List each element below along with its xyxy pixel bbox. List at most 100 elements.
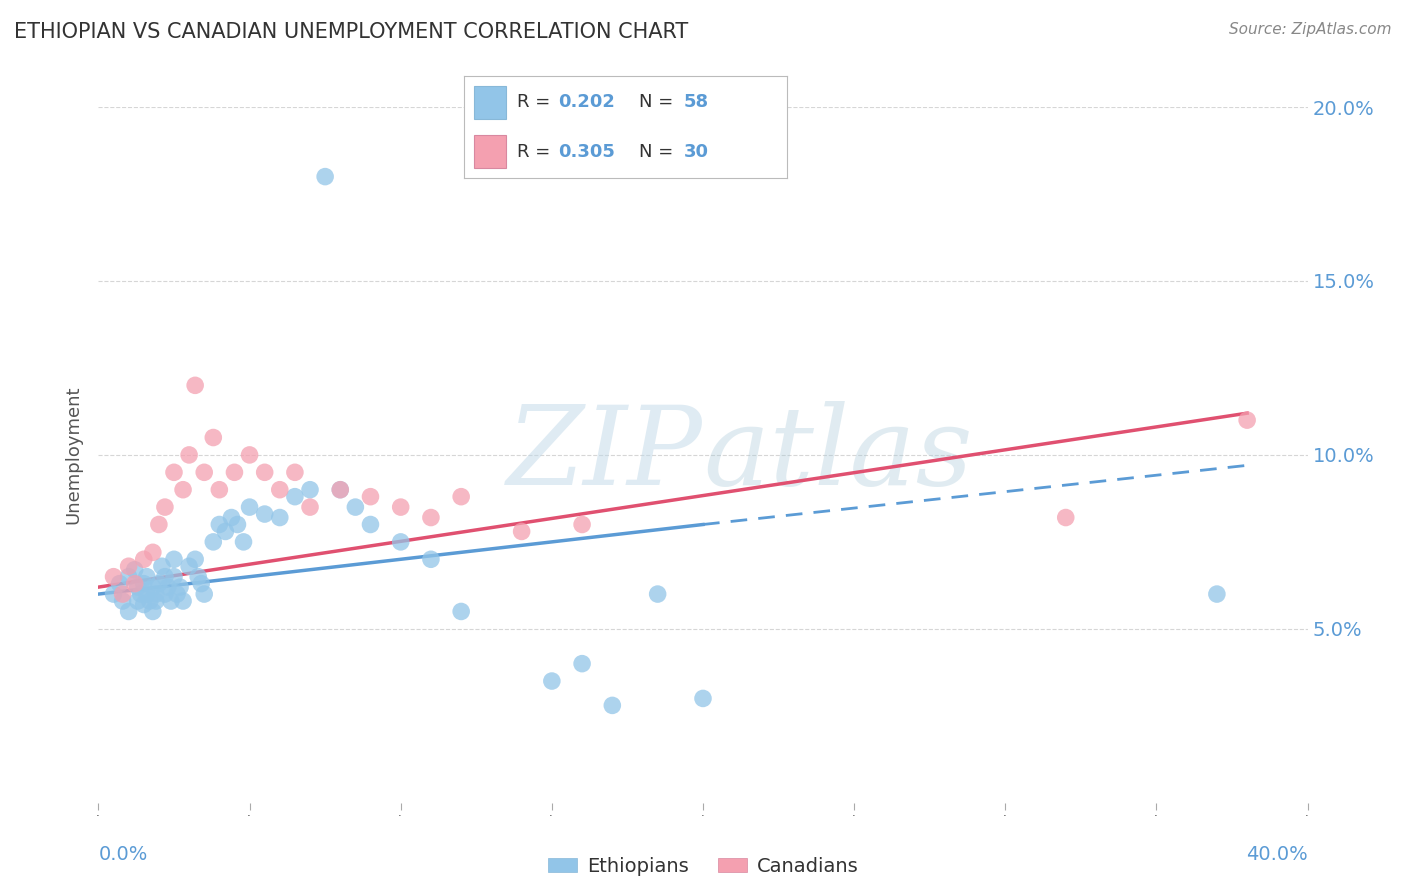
Text: R =: R =	[517, 143, 557, 161]
Text: ETHIOPIAN VS CANADIAN UNEMPLOYMENT CORRELATION CHART: ETHIOPIAN VS CANADIAN UNEMPLOYMENT CORRE…	[14, 22, 689, 42]
Point	[148, 576, 170, 591]
Point	[420, 552, 443, 566]
Point	[163, 552, 186, 566]
Point	[179, 559, 201, 574]
Point	[1206, 587, 1229, 601]
Point	[163, 466, 186, 480]
Point	[184, 552, 207, 566]
Text: 0.0%: 0.0%	[98, 845, 148, 863]
Point	[156, 580, 179, 594]
Point	[118, 559, 141, 574]
Point	[118, 570, 141, 584]
Point	[169, 580, 191, 594]
Point	[103, 570, 125, 584]
Point	[692, 691, 714, 706]
Point	[124, 563, 146, 577]
Point	[450, 490, 472, 504]
Text: N =: N =	[638, 143, 679, 161]
Point	[111, 594, 134, 608]
Text: R =: R =	[517, 94, 557, 112]
Text: 0.305: 0.305	[558, 143, 614, 161]
Point	[127, 594, 149, 608]
Point	[510, 524, 533, 539]
Point	[253, 507, 276, 521]
Point	[118, 605, 141, 619]
Point	[540, 674, 562, 689]
Point	[1236, 413, 1258, 427]
Point	[314, 169, 336, 184]
Point	[269, 483, 291, 497]
Point	[602, 698, 624, 713]
Point	[153, 500, 176, 514]
Point	[284, 466, 307, 480]
Point	[1054, 510, 1077, 524]
Point	[253, 466, 276, 480]
Point	[179, 448, 201, 462]
Point	[184, 378, 207, 392]
Point	[389, 534, 412, 549]
Text: atlas: atlas	[703, 401, 973, 508]
Point	[299, 500, 322, 514]
Text: Source: ZipAtlas.com: Source: ZipAtlas.com	[1229, 22, 1392, 37]
Point	[239, 448, 262, 462]
Point	[153, 587, 176, 601]
Text: 30: 30	[683, 143, 709, 161]
Point	[214, 524, 236, 539]
Point	[132, 576, 155, 591]
Point	[299, 483, 322, 497]
Point	[420, 510, 443, 524]
Point	[344, 500, 367, 514]
Point	[139, 594, 162, 608]
Point	[172, 594, 194, 608]
Point	[135, 570, 157, 584]
Point	[224, 466, 246, 480]
Point	[571, 657, 593, 671]
Point	[226, 517, 249, 532]
Point	[166, 587, 188, 601]
Point	[360, 517, 382, 532]
Point	[135, 587, 157, 601]
Point	[329, 483, 352, 497]
Point	[190, 576, 212, 591]
Point	[150, 559, 173, 574]
Point	[142, 605, 165, 619]
FancyBboxPatch shape	[474, 136, 506, 168]
Point	[329, 483, 352, 497]
Point	[132, 552, 155, 566]
Point	[163, 570, 186, 584]
Point	[389, 500, 412, 514]
Point	[108, 576, 131, 591]
Point	[647, 587, 669, 601]
Point	[153, 570, 176, 584]
Point	[232, 534, 254, 549]
Point	[187, 570, 209, 584]
Text: 40.0%: 40.0%	[1246, 845, 1308, 863]
Point	[160, 594, 183, 608]
Point	[221, 510, 243, 524]
Text: 0.202: 0.202	[558, 94, 614, 112]
Text: 58: 58	[683, 94, 709, 112]
Point	[193, 587, 215, 601]
Point	[193, 466, 215, 480]
Point	[571, 517, 593, 532]
Point	[172, 483, 194, 497]
Point	[208, 483, 231, 497]
Point	[145, 594, 167, 608]
Point	[127, 580, 149, 594]
Text: ZIP: ZIP	[508, 401, 703, 508]
Point	[142, 580, 165, 594]
FancyBboxPatch shape	[474, 87, 506, 119]
Point	[208, 517, 231, 532]
Point	[129, 587, 152, 601]
Text: N =: N =	[638, 94, 679, 112]
Point	[360, 490, 382, 504]
Point	[124, 576, 146, 591]
Point	[284, 490, 307, 504]
Point	[202, 431, 225, 445]
Point	[450, 605, 472, 619]
Point	[202, 534, 225, 549]
Point	[103, 587, 125, 601]
Legend: Ethiopians, Canadians: Ethiopians, Canadians	[540, 849, 866, 884]
Point	[269, 510, 291, 524]
Point	[239, 500, 262, 514]
